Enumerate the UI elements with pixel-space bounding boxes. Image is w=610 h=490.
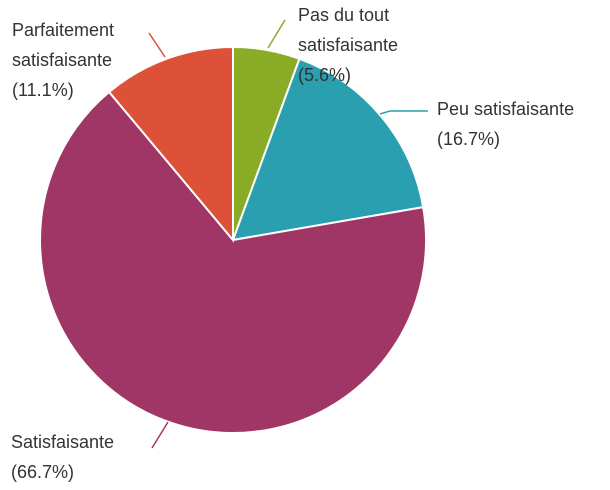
- leader-line: [151, 421, 169, 449]
- pie-slice: [107, 45, 234, 243]
- value-label: (5.6%): [298, 65, 352, 85]
- value-label: (66.7%): [11, 462, 75, 482]
- pie-slice: [231, 57, 425, 242]
- slice-label: Satisfaisante (66.7%): [11, 427, 161, 487]
- category-label: Pas du tout satisfaisante: [298, 5, 399, 55]
- value-label: (11.1%): [12, 80, 74, 100]
- slice-label: Parfaitement satisfaisante (11.1%): [12, 15, 147, 105]
- leader-line: [148, 32, 166, 58]
- slice-label: Peu satisfaisante (16.7%): [437, 94, 607, 154]
- leader-line: [267, 19, 286, 49]
- category-label: Parfaitement satisfaisante: [12, 20, 115, 70]
- category-label: Satisfaisante: [11, 432, 115, 452]
- slice-label: Pas du tout satisfaisante (5.6%): [298, 0, 433, 90]
- value-label: (16.7%): [437, 129, 501, 149]
- leader-line: [379, 110, 428, 115]
- pie-slice: [39, 90, 427, 434]
- category-label: Peu satisfaisante: [437, 99, 575, 119]
